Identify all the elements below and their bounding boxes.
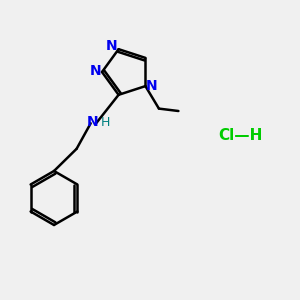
- Text: N: N: [146, 79, 157, 92]
- Text: N: N: [90, 64, 101, 78]
- Text: N: N: [106, 39, 118, 53]
- Text: N: N: [87, 116, 98, 129]
- Text: Cl—H: Cl—H: [218, 128, 262, 142]
- Text: H: H: [100, 116, 110, 129]
